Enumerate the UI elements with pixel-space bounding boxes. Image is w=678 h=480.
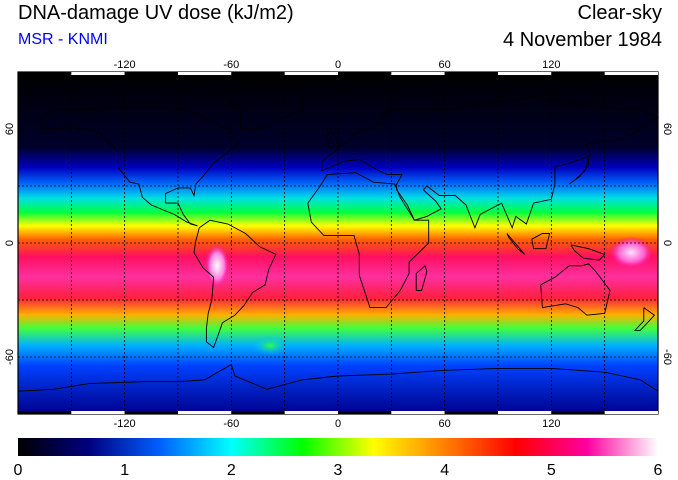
madagascar-coast: [415, 265, 428, 291]
colorbar-gradient: [18, 438, 658, 456]
frame-tick-bottom: [124, 411, 178, 414]
lat-tick-label-right: -60: [661, 349, 673, 365]
colorbar-tick-label: 2: [227, 462, 236, 479]
lat-tick-label-left: 60: [4, 123, 16, 135]
frame-tick-bottom: [444, 411, 498, 414]
frame-tick-bottom: [498, 411, 552, 414]
south-america-coast: [193, 219, 277, 349]
greenland-coast: [221, 86, 303, 130]
colorbar-tick-label: 6: [654, 462, 663, 479]
japan-coast: [568, 157, 590, 185]
map-plot-area: [17, 71, 659, 415]
lat-tick-label-right: 60: [661, 123, 673, 135]
lat-tick-label-left: 0: [4, 240, 16, 246]
sumatra-coast: [506, 233, 526, 255]
frame-tick-top: [498, 72, 552, 75]
frame-tick-top: [338, 72, 392, 75]
frame-tick-top: [18, 72, 72, 75]
colorbar: 0 1 2 3 4 5 6: [14, 438, 663, 479]
north-america-coast: [38, 105, 240, 227]
lon-tick-label: 60: [439, 418, 451, 430]
lon-tick-label: 60: [439, 59, 451, 71]
eurasia-coast: [321, 96, 659, 230]
colorbar-tick-label: 3: [334, 462, 343, 479]
frame-tick-bottom: [178, 411, 232, 414]
new-zealand-coast: [633, 307, 656, 331]
lon-tick-label: 120: [542, 59, 560, 71]
frame-tick-top: [444, 72, 498, 75]
lon-tick-label: 0: [335, 418, 341, 430]
frame-tick-top: [178, 72, 232, 75]
frame-tick-top: [284, 72, 338, 75]
frame-tick-bottom: [551, 411, 605, 414]
frame-tick-bottom: [231, 411, 285, 414]
colorbar-tick-label: 4: [440, 462, 449, 479]
frame-tick-top: [124, 72, 178, 75]
borneo-coast: [531, 233, 551, 250]
australia-coast: [540, 263, 611, 316]
frame-tick-bottom: [391, 411, 445, 414]
axis-tick-labels: -120 -120 -60 -60 0 0 60 60 120 120 60 60 0 0 -60 -60: [4, 59, 673, 430]
frame-tick-top: [551, 72, 605, 75]
lon-tick-label: 120: [542, 418, 560, 430]
lat-tick-label-right: 0: [661, 240, 673, 246]
source-label: MSR - KNMI: [18, 31, 108, 48]
frame-tick-top: [604, 72, 658, 75]
chart-title: DNA-damage UV dose (kJ/m2): [18, 2, 294, 24]
lon-tick-label: 0: [335, 59, 341, 71]
lat-tick-label-left: -60: [4, 349, 16, 365]
uv-patch-south-atlantic: [252, 335, 289, 356]
frame-tick-top: [231, 72, 285, 75]
frame-tick-bottom: [71, 411, 125, 414]
frame-tick-bottom: [338, 411, 392, 414]
graticule: [18, 72, 658, 414]
lon-tick-label: -120: [114, 418, 136, 430]
colorbar-tick-label: 1: [120, 462, 129, 479]
high-uv-andes: [205, 243, 230, 288]
colorbar-tick-label: 0: [14, 462, 23, 479]
frame-tick-top: [71, 72, 125, 75]
frame-tick-top: [391, 72, 445, 75]
lon-tick-label: -120: [114, 59, 136, 71]
lon-tick-label: -60: [223, 59, 239, 71]
frame-tick-bottom: [284, 411, 338, 414]
high-uv-west-pacific: [609, 236, 654, 269]
sky-condition-label: Clear-sky: [577, 2, 662, 24]
lon-tick-label: -60: [223, 418, 239, 430]
coastlines: [17, 86, 659, 392]
uk-coast: [326, 132, 341, 149]
frame-ticks: [18, 72, 658, 414]
frame-tick-bottom: [18, 411, 72, 414]
new-guinea-coast: [570, 244, 606, 261]
date-label: 4 November 1984: [503, 29, 662, 51]
africa-coast: [307, 172, 430, 309]
colorbar-tick-label: 5: [547, 462, 556, 479]
frame-tick-bottom: [604, 411, 658, 414]
